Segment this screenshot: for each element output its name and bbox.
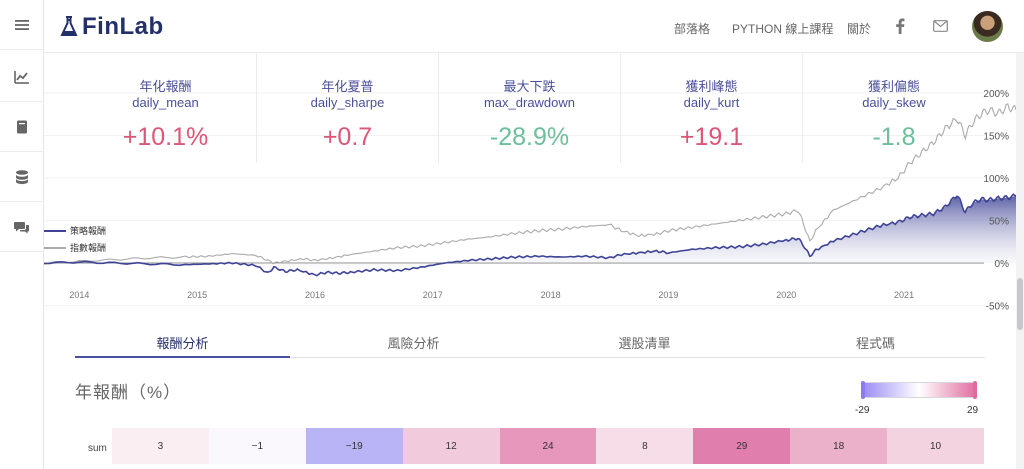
stat-card-daily-skew: 獲利偏態 daily_skew -1.8 (803, 53, 985, 163)
menu-icon (15, 19, 29, 30)
chart-legend: 策略報酬 指數報酬 (44, 222, 106, 256)
x-tick-label: 2017 (423, 290, 443, 300)
chart-icon (14, 70, 29, 84)
x-tick-label: 2021 (894, 290, 914, 300)
stat-key: daily_mean (132, 95, 199, 110)
logo-text: FinLab (82, 13, 164, 40)
performance-chart: 200% 150% 100% 50% 0% -50% 2014 2015 2016 2017 20… (44, 89, 1016, 313)
heatmap-cell[interactable]: 10 (887, 428, 985, 464)
rail-chart-button[interactable] (0, 52, 44, 102)
tab-1[interactable]: 報酬分析 (75, 330, 290, 358)
x-tick-label: 2020 (776, 290, 796, 300)
menu-button[interactable] (0, 0, 44, 50)
mail-icon[interactable] (933, 20, 948, 32)
x-tick-label: 2018 (541, 290, 561, 300)
scale-max-handle[interactable] (973, 381, 977, 399)
scrollbar-thumb[interactable] (1017, 278, 1023, 330)
stat-value: -1.8 (872, 123, 916, 151)
stat-title: 最大下跌 (503, 79, 556, 94)
heatmap-row-label: sum (88, 443, 107, 454)
finlab-logo[interactable]: FinLab (59, 12, 164, 42)
legend-swatch-index (44, 246, 66, 249)
heatmap-cell[interactable]: −19 (305, 428, 403, 464)
stat-card-daily-kurt: 獲利峰態 daily_kurt +19.1 (621, 53, 803, 163)
nav-about-link[interactable]: 關於 (847, 22, 872, 36)
tab-3[interactable]: 選股清單 (618, 336, 671, 351)
heatmap-cell[interactable]: 18 (790, 428, 888, 464)
nav-blog-link[interactable]: 部落格 (674, 22, 711, 36)
heatmap-cell[interactable]: −1 (208, 428, 306, 464)
index-return-line (44, 103, 1016, 265)
heatmap-cell[interactable]: 8 (596, 428, 694, 464)
y-tick-label: 0% (995, 259, 1010, 270)
heatmap-cell[interactable]: 3 (112, 428, 209, 464)
chat-icon (14, 221, 29, 233)
legend-swatch-strategy (44, 229, 66, 232)
x-tick-label: 2014 (69, 290, 89, 300)
book-icon (17, 120, 27, 133)
tab-4[interactable]: 程式碼 (855, 336, 895, 351)
stat-title: 年化報酬 (139, 79, 192, 94)
scale-min-label: -29 (855, 405, 870, 416)
left-icon-rail (0, 0, 44, 469)
scale-max-label: 29 (967, 405, 979, 416)
stat-card-max-drawdown: 最大下跌 max_drawdown -28.9% (439, 53, 621, 163)
stat-key: max_drawdown (483, 95, 576, 110)
analysis-tabs: 報酬分析 風險分析 選股清單 程式碼 (75, 330, 985, 358)
strategy-return-line (44, 193, 1016, 277)
y-tick-label: 150% (983, 132, 1009, 143)
nav-python-course-link[interactable]: PYTHON 線上課程 (732, 22, 834, 36)
color-scale-bar (861, 381, 977, 399)
y-tick-label: 50% (989, 217, 1009, 228)
top-header: FinLab 部落格 PYTHON 線上課程 關於 (44, 0, 1024, 53)
facebook-icon[interactable] (895, 18, 905, 34)
stat-title: 獲利偏態 (867, 79, 920, 94)
stat-title: 獲利峰態 (685, 79, 738, 94)
stat-value: +19.1 (679, 123, 744, 151)
heatmap-cell[interactable]: 24 (499, 428, 597, 464)
x-tick-label: 2019 (658, 290, 678, 300)
legend-label-strategy: 策略報酬 (70, 226, 107, 236)
stats-panel: 年化報酬 daily_mean +10.1% 年化夏普 daily_sharpe +0.7… (75, 53, 985, 163)
x-tick-label: 2015 (187, 290, 207, 300)
y-tick-label: 100% (983, 174, 1009, 185)
stat-card-daily-mean: 年化報酬 daily_mean +10.1% (75, 53, 257, 163)
scale-min-handle[interactable] (861, 381, 865, 399)
stat-key: daily_skew (862, 95, 926, 110)
stat-value: +0.7 (322, 123, 373, 151)
heatmap-cell[interactable]: 29 (693, 428, 791, 464)
x-tick-label: 2016 (305, 290, 325, 300)
y-tick-label: -50% (986, 302, 1009, 313)
strategy-area-fill (44, 195, 1016, 275)
stat-title: 年化夏普 (321, 79, 374, 94)
page-scrollbar[interactable] (1016, 53, 1024, 469)
legend-label-index: 指數報酬 (70, 243, 107, 253)
stat-key: daily_kurt (683, 95, 740, 110)
rail-database-button[interactable] (0, 152, 44, 202)
rail-book-button[interactable] (0, 102, 44, 152)
legend-item-index[interactable]: 指數報酬 (44, 239, 106, 256)
flask-logo-icon (60, 16, 78, 36)
database-icon (16, 169, 28, 184)
y-tick-label: 200% (983, 89, 1009, 100)
stat-card-daily-sharpe: 年化夏普 daily_sharpe +0.7 (257, 53, 439, 163)
heatmap-cell[interactable]: 12 (402, 428, 500, 464)
annual-returns-title: 年報酬（%） (75, 383, 182, 402)
stat-key: daily_sharpe (310, 95, 385, 110)
legend-item-strategy[interactable]: 策略報酬 (44, 222, 106, 239)
stat-value: +10.1% (122, 123, 209, 151)
stat-value: -28.9% (489, 123, 570, 151)
rail-chat-button[interactable] (0, 202, 44, 252)
annual-returns-heatmap: 3 −1 −19 12 24 8 29 18 10 (112, 428, 985, 464)
user-avatar[interactable] (972, 11, 1003, 42)
tab-2[interactable]: 風險分析 (387, 336, 440, 351)
